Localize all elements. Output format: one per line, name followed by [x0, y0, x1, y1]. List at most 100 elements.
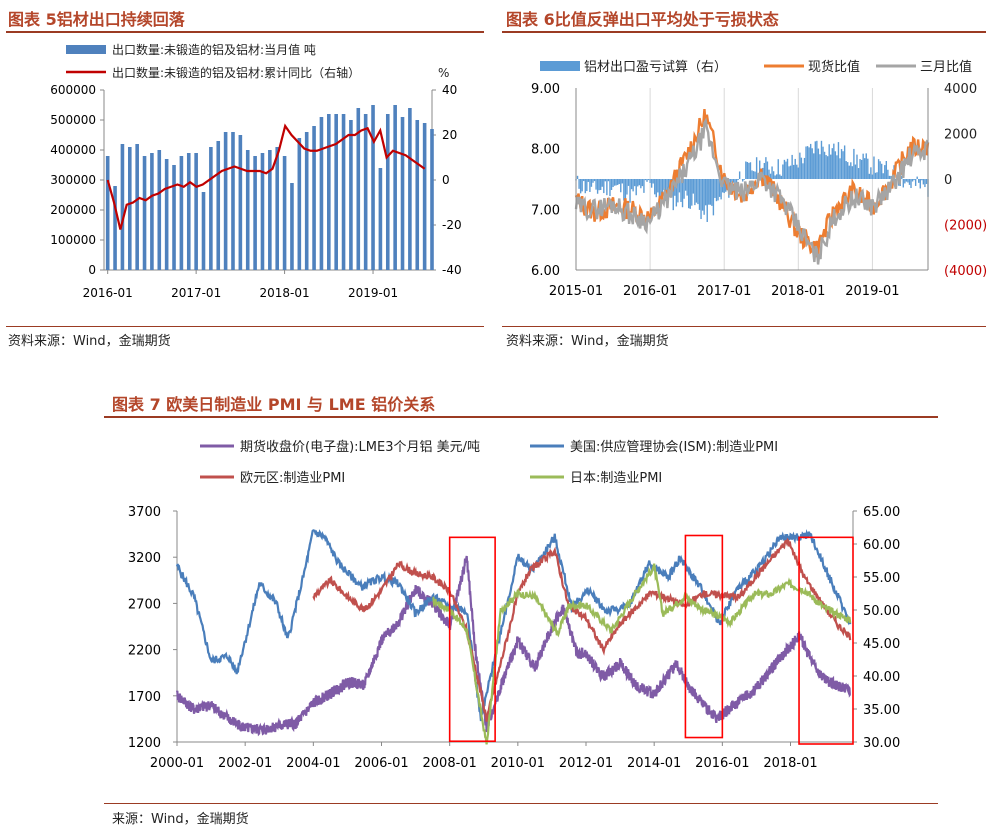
fig7-line-japan	[432, 563, 852, 745]
fig5-legend-swatch-bar	[66, 45, 106, 54]
fig7-legend-label: 日本:制造业PMI	[570, 471, 662, 486]
fig5-y-left-tick-label: 0	[88, 263, 96, 277]
fig5-source-rule	[6, 326, 484, 327]
fig7-x-tick-label: 2014-01	[627, 756, 681, 771]
fig5-bar	[408, 108, 412, 270]
fig5-bar	[186, 153, 191, 270]
fig7-x-tick-label: 2000-01	[150, 756, 204, 771]
fig5-bar	[142, 156, 147, 270]
fig6-y-right-tick-label: 4000	[944, 82, 977, 97]
fig6-legend-label-3m: 三月比值	[920, 59, 972, 75]
fig7-x-tick-label: 2008-01	[423, 756, 477, 771]
fig5-y-left-tick-label: 400000	[50, 143, 96, 157]
fig6-line-spot	[574, 108, 930, 258]
fig6-x-tick-label: 2019-01	[845, 284, 899, 299]
fig7-x-tick-label: 2010-01	[491, 756, 545, 771]
fig6-y-left-tick-label: 8.00	[531, 143, 560, 158]
fig5-bar	[120, 144, 125, 270]
fig5-y-right-tick-label: 0	[442, 173, 450, 187]
fig7-x-tick-label: 2018-01	[763, 756, 817, 771]
fig5-bar	[127, 147, 132, 270]
fig5-bar	[327, 114, 331, 270]
fig5-bar	[201, 192, 206, 270]
fig5-y-right-tick-label: -40	[442, 263, 462, 277]
fig5-bar	[304, 132, 309, 270]
fig5-bar	[297, 138, 302, 270]
fig6-title-rule	[502, 31, 986, 33]
fig5-bar	[253, 156, 257, 270]
fig5-bar	[422, 123, 427, 270]
fig5-bar	[164, 159, 169, 270]
fig7-highlight-box	[684, 534, 724, 739]
fig6-y-left-tick-label: 9.00	[531, 82, 560, 97]
fig5-bar	[290, 183, 294, 270]
fig5-bar	[216, 141, 221, 270]
fig7-x-tick-label: 2004-01	[286, 756, 340, 771]
fig7-source-rule	[104, 803, 938, 804]
fig6-x-tick-label: 2018-01	[771, 284, 825, 299]
fig7-title-rule	[104, 416, 938, 418]
fig5-bar	[349, 120, 353, 270]
fig6-legend-label-spot: 现货比值	[808, 59, 860, 75]
fig5-bar	[415, 120, 420, 270]
fig5-bar	[268, 150, 272, 270]
fig7-y-left-tick-label: 1200	[128, 736, 161, 751]
fig5-bar	[209, 147, 213, 270]
fig5-bar	[260, 153, 265, 270]
fig7-y-left-tick-label: 2700	[128, 597, 161, 612]
fig5-y-right-unit: %	[438, 66, 449, 80]
fig5-bar	[157, 150, 162, 270]
fig6-source-rule	[502, 326, 986, 327]
fig6-line-3m	[574, 117, 929, 265]
fig5-bar	[378, 168, 383, 270]
fig5-bar	[393, 105, 397, 270]
fig5-line-yoy	[106, 123, 426, 230]
fig5-bar	[223, 132, 228, 270]
fig6-y-right-tick-label: (4000)	[944, 264, 987, 279]
fig5-y-left-tick-label: 600000	[50, 83, 96, 97]
fig7-x-tick-label: 2012-01	[559, 756, 613, 771]
fig5-source: 资料来源：Wind，金瑞期货	[8, 334, 171, 349]
fig7-y-right-tick-label: 60.00	[863, 538, 900, 553]
fig6-y-right-tick-label: 2000	[944, 128, 977, 143]
fig7-title: 图表 7 欧美日制造业 PMI 与 LME 铝价关系	[112, 395, 436, 414]
fig7-y-right-tick-label: 40.00	[863, 670, 900, 685]
fig5-y-left-tick-label: 500000	[50, 113, 96, 127]
fig5-bar	[371, 105, 375, 270]
fig5-title-rule	[6, 31, 484, 33]
fig5-bar	[105, 156, 110, 270]
fig7-y-right-tick-label: 45.00	[863, 637, 900, 652]
fig5-y-left-tick-label: 300000	[50, 173, 96, 187]
fig7-source: 来源：Wind，金瑞期货	[112, 812, 249, 827]
fig5-bar	[172, 165, 176, 270]
fig6-source: 资料来源：Wind，金瑞期货	[506, 334, 669, 349]
fig7-y-left-tick-label: 2200	[128, 644, 161, 659]
fig5-bar	[319, 117, 324, 270]
fig7-x-tick-label: 2006-01	[354, 756, 408, 771]
fig5-x-tick-label: 2019-01	[348, 286, 398, 300]
fig5-bar	[275, 147, 280, 270]
fig7-legend-label: 欧元区:制造业PMI	[240, 471, 345, 486]
fig5-bar	[113, 186, 117, 270]
fig7-highlight-box	[798, 536, 854, 745]
fig5-legend-label-line: 出口数量:未锻造的铝及铝材:累计同比（右轴）	[112, 65, 360, 80]
fig5-bar	[341, 114, 346, 270]
fig7-line-lme	[175, 555, 852, 737]
fig5-bar	[135, 144, 139, 270]
fig5-bar	[282, 156, 287, 270]
fig5-bar	[385, 114, 390, 270]
fig5-title: 图表 5铝材出口持续回落	[8, 10, 185, 29]
fig7-y-left-tick-label: 3700	[128, 505, 161, 520]
fig7-y-right-tick-label: 65.00	[863, 505, 900, 520]
fig7-line-ism	[175, 529, 852, 722]
fig5-bar	[194, 153, 198, 270]
fig6-y-left-tick-label: 7.00	[531, 203, 560, 218]
fig6-y-right-tick-label: (2000)	[944, 219, 987, 234]
fig6-title: 图表 6比值反弹出口平均处于亏损状态	[506, 10, 779, 29]
fig5-bar	[179, 156, 184, 270]
fig7-y-right-tick-label: 50.00	[863, 604, 900, 619]
fig5-x-tick-label: 2017-01	[171, 286, 221, 300]
fig6-legend-label-area: 铝材出口盈亏试算（右）	[584, 60, 727, 75]
fig5-y-right-tick-label: -20	[442, 218, 462, 232]
